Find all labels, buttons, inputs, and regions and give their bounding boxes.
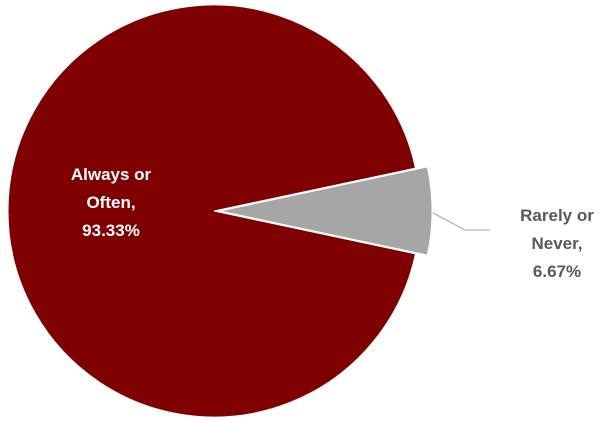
data-label-always-value: 93.33% — [82, 221, 140, 240]
data-label-rarely-value: 6.67% — [532, 262, 582, 281]
data-label-always-or-often: Always or Often, 93.33% — [37, 161, 185, 245]
data-label-always-line2: Often, — [86, 193, 136, 212]
pie-slice-rarely-or-never — [219, 166, 433, 256]
data-label-rarely-line1: Rarely or — [520, 206, 594, 225]
leader-line-rarely-or-never — [432, 212, 490, 231]
data-label-rarely-line2: Never, — [531, 234, 583, 253]
pie-slice-always-or-often — [7, 4, 417, 418]
data-label-rarely-or-never: Rarely or Never, 6.67% — [502, 202, 612, 286]
data-label-always-line1: Always or — [70, 165, 152, 184]
